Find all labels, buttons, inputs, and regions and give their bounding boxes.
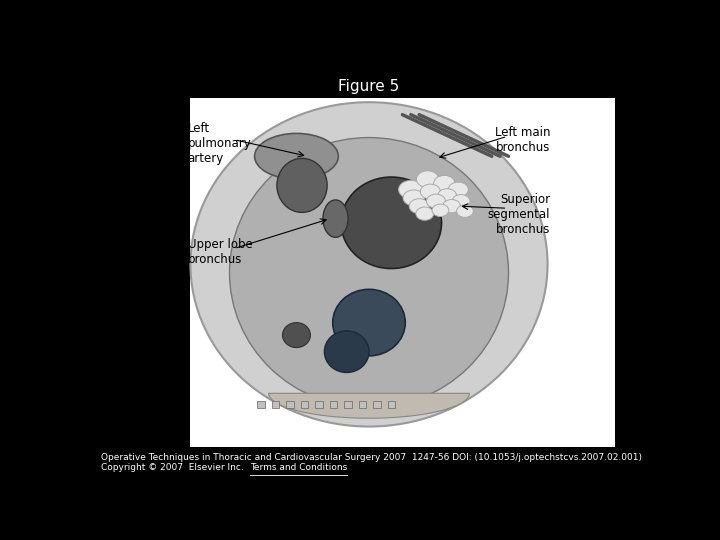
Text: Superior
segmental
bronchus: Superior segmental bronchus — [488, 193, 550, 236]
Circle shape — [409, 199, 429, 214]
Bar — [272, 401, 279, 408]
Circle shape — [449, 182, 468, 197]
Text: Left
pulmonary
artery: Left pulmonary artery — [188, 122, 251, 165]
Ellipse shape — [190, 102, 547, 427]
Bar — [374, 401, 381, 408]
Bar — [388, 401, 395, 408]
Circle shape — [399, 180, 423, 199]
Ellipse shape — [255, 133, 338, 179]
Text: Copyright © 2007  Elsevier Inc.: Copyright © 2007 Elsevier Inc. — [101, 463, 250, 472]
Circle shape — [433, 176, 455, 191]
Bar — [359, 401, 366, 408]
Bar — [301, 401, 308, 408]
Circle shape — [456, 205, 473, 218]
Circle shape — [426, 194, 446, 208]
Ellipse shape — [324, 331, 369, 373]
Ellipse shape — [230, 138, 508, 408]
Circle shape — [420, 184, 441, 199]
Circle shape — [416, 171, 438, 187]
Text: Operative Techniques in Thoracic and Cardiovascular Surgery 2007  1247-56 DOI: (: Operative Techniques in Thoracic and Car… — [101, 453, 642, 462]
Circle shape — [443, 199, 461, 213]
Circle shape — [452, 194, 470, 208]
Ellipse shape — [323, 200, 348, 238]
Ellipse shape — [277, 158, 327, 212]
Text: Figure 5: Figure 5 — [338, 79, 400, 94]
FancyBboxPatch shape — [190, 98, 615, 447]
Text: Left main
bronchus: Left main bronchus — [495, 126, 550, 154]
Circle shape — [432, 204, 449, 217]
Circle shape — [438, 188, 456, 203]
Circle shape — [416, 207, 433, 220]
Ellipse shape — [341, 177, 441, 268]
Circle shape — [403, 190, 424, 206]
Text: Terms and Conditions: Terms and Conditions — [250, 463, 347, 472]
Bar — [315, 401, 323, 408]
Bar — [287, 401, 294, 408]
Ellipse shape — [333, 289, 405, 356]
Bar — [344, 401, 351, 408]
Bar — [330, 401, 337, 408]
Text: Upper lobe
bronchus: Upper lobe bronchus — [188, 238, 253, 266]
Text: Copyright © 2007  Elsevier Inc.  Terms and Conditions: Copyright © 2007 Elsevier Inc. Terms and… — [101, 463, 347, 472]
Polygon shape — [269, 393, 469, 418]
Bar — [258, 401, 265, 408]
Ellipse shape — [282, 322, 310, 348]
